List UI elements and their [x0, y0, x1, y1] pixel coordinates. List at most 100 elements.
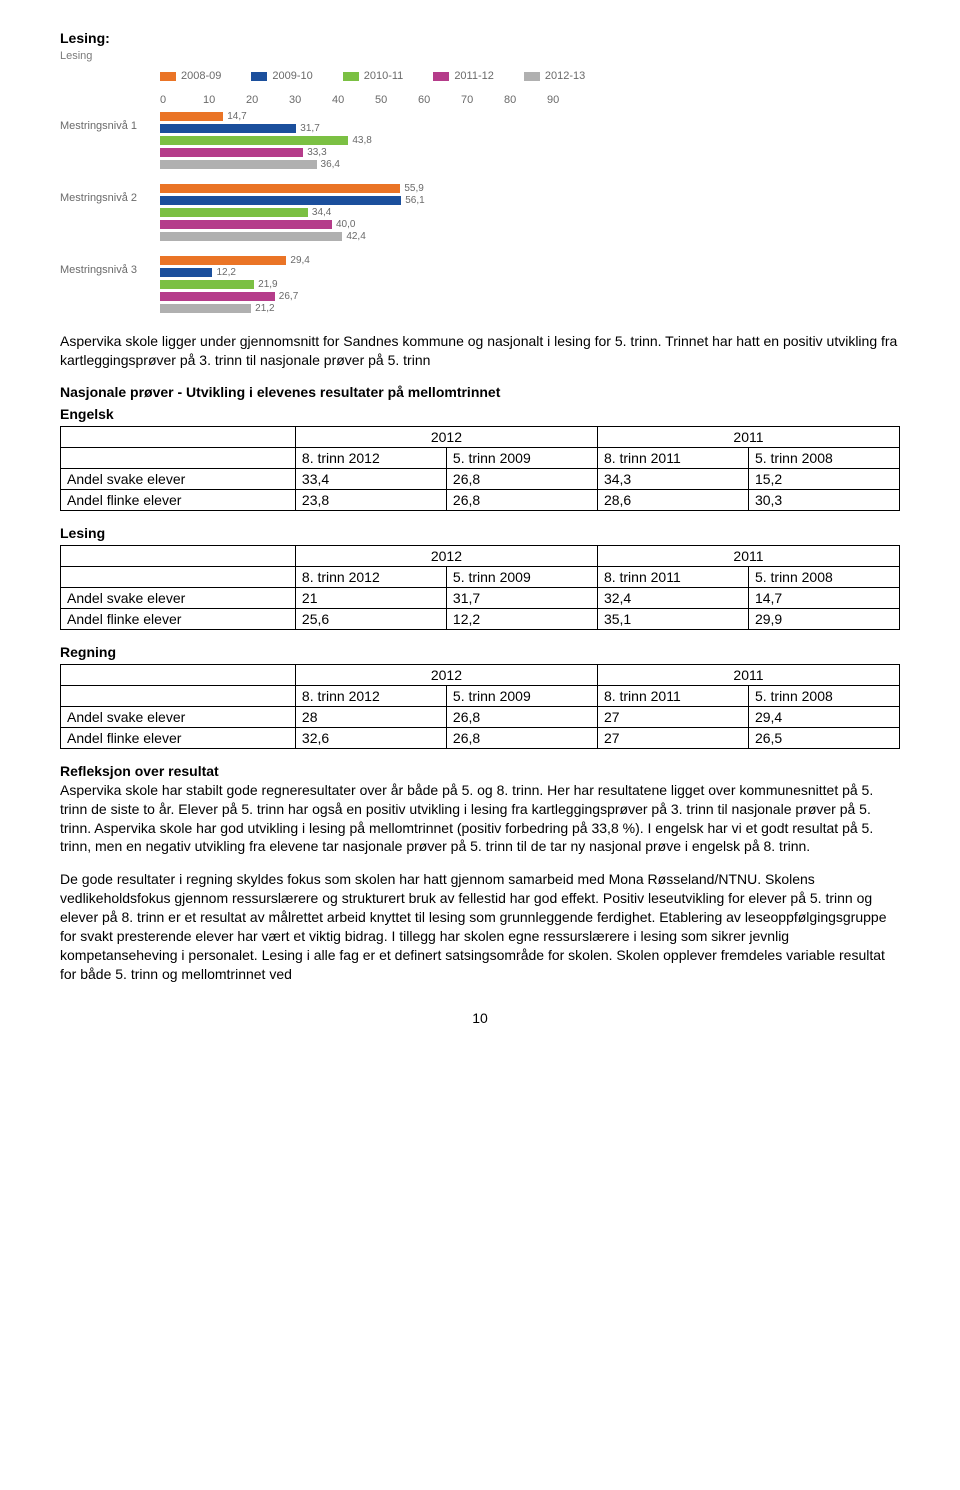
table-title: Regning: [60, 644, 900, 660]
legend-label: 2011-12: [454, 70, 494, 82]
legend-item: 2012-13: [524, 70, 585, 82]
legend-swatch: [524, 72, 540, 81]
chart-bar-line: 21,2: [160, 302, 900, 314]
legend-label: 2010-11: [364, 70, 404, 82]
chart-bar-line: 43,8: [160, 134, 900, 146]
chart-x-axis: 0102030405060708090: [60, 94, 900, 106]
chart-bar-value: 14,7: [227, 111, 246, 122]
chart-bar-line: 33,3: [160, 146, 900, 158]
axis-tick: 30: [289, 94, 332, 106]
table-year-header: 2011: [597, 426, 899, 447]
heading-lesing: Lesing:: [60, 30, 900, 46]
table-cell: 28,6: [597, 489, 748, 510]
table-cell: 35,1: [597, 608, 748, 629]
chart-bar-value: 12,2: [216, 267, 235, 278]
table-row-label: Andel flinke elever: [61, 608, 296, 629]
axis-tick: 80: [504, 94, 547, 106]
bar-chart: Lesing 2008-09 2009-10 2010-11 2011-12 2012-…: [60, 50, 900, 314]
axis-tick: 10: [203, 94, 246, 106]
chart-bar-line: 36,4: [160, 158, 900, 170]
reflection-paragraph-2: De gode resultater i regning skyldes fok…: [60, 870, 900, 983]
table-column-header: 8. trinn 2011: [597, 447, 748, 468]
table-cell: 34,3: [597, 468, 748, 489]
chart-legend: 2008-09 2009-10 2010-11 2011-12 2012-13: [60, 70, 900, 82]
legend-item: 2008-09: [160, 70, 221, 82]
axis-tick: 0: [160, 94, 203, 106]
legend-swatch: [251, 72, 267, 81]
table-column-header: 5. trinn 2008: [748, 566, 899, 587]
axis-tick: 60: [418, 94, 461, 106]
table-cell: 28: [295, 706, 446, 727]
table-row: Andel svake elever2131,732,414,7: [61, 587, 900, 608]
table-cell-empty: [61, 545, 296, 566]
chart-bars: 14,7 31,743,833,336,4: [160, 110, 900, 170]
table-cell: 25,6: [295, 608, 446, 629]
chart-bar: [160, 280, 254, 289]
chart-bar-line: 34,4: [160, 206, 900, 218]
chart-bar-line: 26,7: [160, 290, 900, 302]
table-cell-empty: [61, 426, 296, 447]
table-column-header: 8. trinn 2012: [295, 685, 446, 706]
legend-item: 2010-11: [343, 70, 404, 82]
table-cell: 29,4: [748, 706, 899, 727]
axis-tick: 40: [332, 94, 375, 106]
chart-bars: 29,4 12,221,926,721,2: [160, 254, 900, 314]
chart-bar: [160, 124, 296, 133]
reflection-paragraph-1: Aspervika skole har stabilt gode regnere…: [60, 781, 900, 857]
chart-bar-line: 42,4: [160, 230, 900, 242]
table-year-header: 2011: [597, 545, 899, 566]
axis-tick: 50: [375, 94, 418, 106]
table-row-label: Andel svake elever: [61, 706, 296, 727]
table-title: Lesing: [60, 525, 900, 541]
chart-bar-line: 56,1: [160, 194, 900, 206]
page-number: 10: [60, 1010, 900, 1026]
legend-swatch: [343, 72, 359, 81]
chart-bar-value: 29,4: [290, 255, 309, 266]
chart-group-label: Mestringsnivå 2: [60, 182, 160, 242]
table-year-header: 2012: [295, 664, 597, 685]
table-row-label: Andel flinke elever: [61, 489, 296, 510]
chart-group-label: Mestringsnivå 1: [60, 110, 160, 170]
chart-bar: [160, 256, 286, 265]
chart-bar: [160, 136, 348, 145]
table-row: Andel svake elever2826,82729,4: [61, 706, 900, 727]
chart-bar-value: 56,1: [405, 195, 424, 206]
chart-bar-line: 29,4: [160, 254, 900, 266]
chart-bar-line: 14,7: [160, 110, 900, 122]
chart-bar-line: 12,2: [160, 266, 900, 278]
table-cell: 26,5: [748, 727, 899, 748]
intro-paragraph: Aspervika skole ligger under gjennomsnit…: [60, 332, 900, 370]
chart-bar: [160, 304, 251, 313]
chart-bar: [160, 232, 342, 241]
chart-bar-line: 21,9: [160, 278, 900, 290]
chart-bar-value: 42,4: [346, 231, 365, 242]
chart-bar: [160, 148, 303, 157]
table-year-header: 2011: [597, 664, 899, 685]
table-column-header: 8. trinn 2012: [295, 566, 446, 587]
table-cell: 26,8: [446, 489, 597, 510]
table-column-header: 5. trinn 2008: [748, 447, 899, 468]
table-cell: 27: [597, 706, 748, 727]
table-title: Engelsk: [60, 406, 900, 422]
chart-bar: [160, 220, 332, 229]
legend-swatch: [160, 72, 176, 81]
axis-tick: 70: [461, 94, 504, 106]
table-cell: 23,8: [295, 489, 446, 510]
table-cell: 26,8: [446, 468, 597, 489]
table-cell: 26,8: [446, 706, 597, 727]
legend-swatch: [433, 72, 449, 81]
chart-bar: [160, 184, 400, 193]
table-cell: 27: [597, 727, 748, 748]
axis-tick: 20: [246, 94, 289, 106]
table-cell: 32,4: [597, 587, 748, 608]
chart-bar-line: 40,0: [160, 218, 900, 230]
table-column-header: 5. trinn 2009: [446, 447, 597, 468]
legend-label: 2009-10: [272, 70, 312, 82]
table-cell: 30,3: [748, 489, 899, 510]
legend-label: 2012-13: [545, 70, 585, 82]
chart-legend-label: Lesing: [60, 50, 900, 62]
table-row-label: Andel svake elever: [61, 468, 296, 489]
chart-bar-value: 31,7: [300, 123, 319, 134]
legend-item: 2009-10: [251, 70, 312, 82]
table-year-header: 2012: [295, 426, 597, 447]
